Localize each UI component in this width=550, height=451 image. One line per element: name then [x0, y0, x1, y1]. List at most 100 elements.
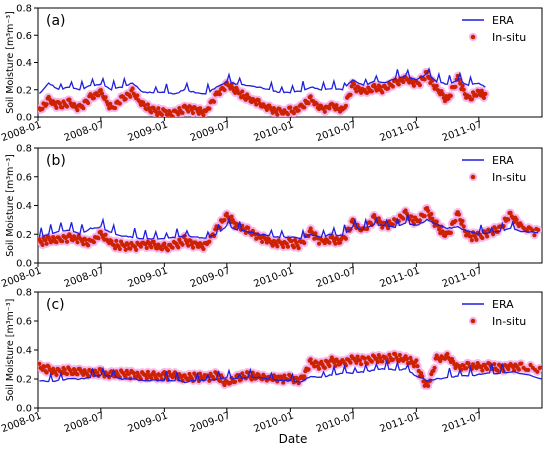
insitu-point: [417, 83, 423, 88]
insitu-point: [152, 242, 157, 247]
insitu-point: [163, 108, 168, 114]
insitu-point: [229, 82, 234, 87]
legend-insitu-label: In-situ: [492, 171, 526, 184]
legend: ERA In-situ: [462, 298, 526, 328]
insitu-point: [44, 102, 49, 107]
insitu-point: [190, 110, 196, 116]
insitu-point: [306, 101, 311, 106]
insitu-point: [322, 109, 327, 114]
insitu-point: [463, 366, 469, 371]
x-tick-label: 2008-07: [63, 119, 106, 144]
x-tick-label: 2009-07: [189, 410, 232, 435]
insitu-point: [81, 242, 86, 247]
insitu-point: [291, 245, 297, 250]
insitu-point: [207, 239, 212, 244]
insitu-point: [448, 230, 453, 235]
insitu-point: [254, 236, 259, 241]
insitu-point: [149, 375, 154, 381]
insitu-point: [436, 227, 442, 232]
insitu-point: [54, 240, 59, 245]
insitu-point: [144, 245, 149, 251]
insitu-point: [144, 376, 149, 381]
insitu-point: [322, 365, 327, 370]
insitu-point: [393, 352, 398, 357]
insitu-point: [372, 212, 377, 218]
insitu-point: [469, 97, 475, 102]
insitu-point: [149, 245, 154, 250]
insitu-point: [162, 241, 167, 246]
insitu-point: [401, 79, 406, 85]
insitu-point: [188, 238, 193, 244]
legend-era-label: ERA: [492, 14, 514, 27]
insitu-point: [95, 370, 100, 375]
y-tick-label: 0.0: [16, 113, 32, 124]
x-tick-label: 2010-01: [252, 119, 295, 144]
insitu-point: [170, 114, 175, 117]
insitu-point: [535, 369, 540, 374]
insitu-point: [186, 109, 191, 114]
insitu-point: [233, 379, 238, 384]
insitu-point: [99, 91, 105, 96]
insitu-point: [131, 371, 136, 376]
insitu-point: [426, 383, 431, 389]
insitu-point: [291, 111, 297, 116]
insitu-point: [506, 367, 511, 372]
insitu-point: [469, 238, 475, 243]
insitu-point: [314, 101, 319, 106]
panel-label: (b): [46, 153, 66, 169]
insitu-point: [461, 224, 466, 229]
insitu-point: [374, 356, 379, 361]
insitu-point: [306, 367, 311, 372]
insitu-point: [422, 77, 427, 82]
insitu-point: [64, 104, 70, 109]
x-tick-label: 2008-07: [63, 410, 106, 435]
y-axis-title: Soil Moisture [m³m⁻³]: [5, 299, 16, 402]
insitu-point: [453, 84, 458, 89]
insitu-point: [145, 102, 150, 107]
x-axis-title: Date: [279, 432, 308, 446]
plot-frame: [37, 291, 543, 409]
insitu-point: [480, 368, 485, 373]
insitu-point: [54, 105, 59, 110]
insitu-point: [296, 246, 301, 251]
legend-insitu-swatch: [470, 34, 476, 40]
y-axis-title: Soil Moisture [m³m⁻³]: [5, 11, 16, 114]
insitu-point: [74, 236, 79, 241]
insitu-point: [409, 214, 414, 219]
insitu-point: [434, 219, 439, 224]
insitu-point: [364, 226, 370, 232]
insitu-point: [122, 244, 127, 249]
y-tick-label: 0.0: [16, 259, 32, 270]
insitu-point: [40, 106, 45, 111]
insitu-point: [180, 110, 185, 115]
x-tick-label: 2011-01: [378, 410, 421, 435]
insitu-point: [485, 234, 490, 239]
insitu-point: [68, 234, 73, 239]
insitu-point: [380, 90, 385, 95]
insitu-point: [480, 235, 485, 241]
insitu-point: [390, 84, 396, 89]
x-tick-label: 2011-01: [378, 119, 421, 144]
legend-insitu-swatch: [470, 174, 476, 180]
insitu-point: [526, 367, 531, 373]
insitu-point: [57, 101, 63, 106]
insitu-point: [390, 357, 396, 362]
insitu-point: [54, 372, 59, 378]
insitu-point: [364, 90, 370, 96]
insitu-point: [176, 112, 181, 117]
insitu-point: [247, 95, 252, 101]
insitu-point: [334, 103, 339, 108]
insitu-point: [289, 238, 294, 244]
insitu-point: [474, 237, 479, 242]
insitu-point: [138, 244, 144, 249]
insitu-point: [294, 375, 299, 381]
insitu-point: [190, 245, 196, 250]
insitu-point: [81, 106, 86, 111]
x-tick-label: 2008-07: [63, 265, 106, 290]
insitu-point: [514, 217, 519, 222]
insitu-point: [103, 232, 108, 237]
x-tick-label: 2010-07: [315, 410, 358, 435]
insitu-point: [380, 359, 385, 364]
legend: ERA In-situ: [462, 14, 526, 44]
insitu-point: [60, 105, 65, 110]
